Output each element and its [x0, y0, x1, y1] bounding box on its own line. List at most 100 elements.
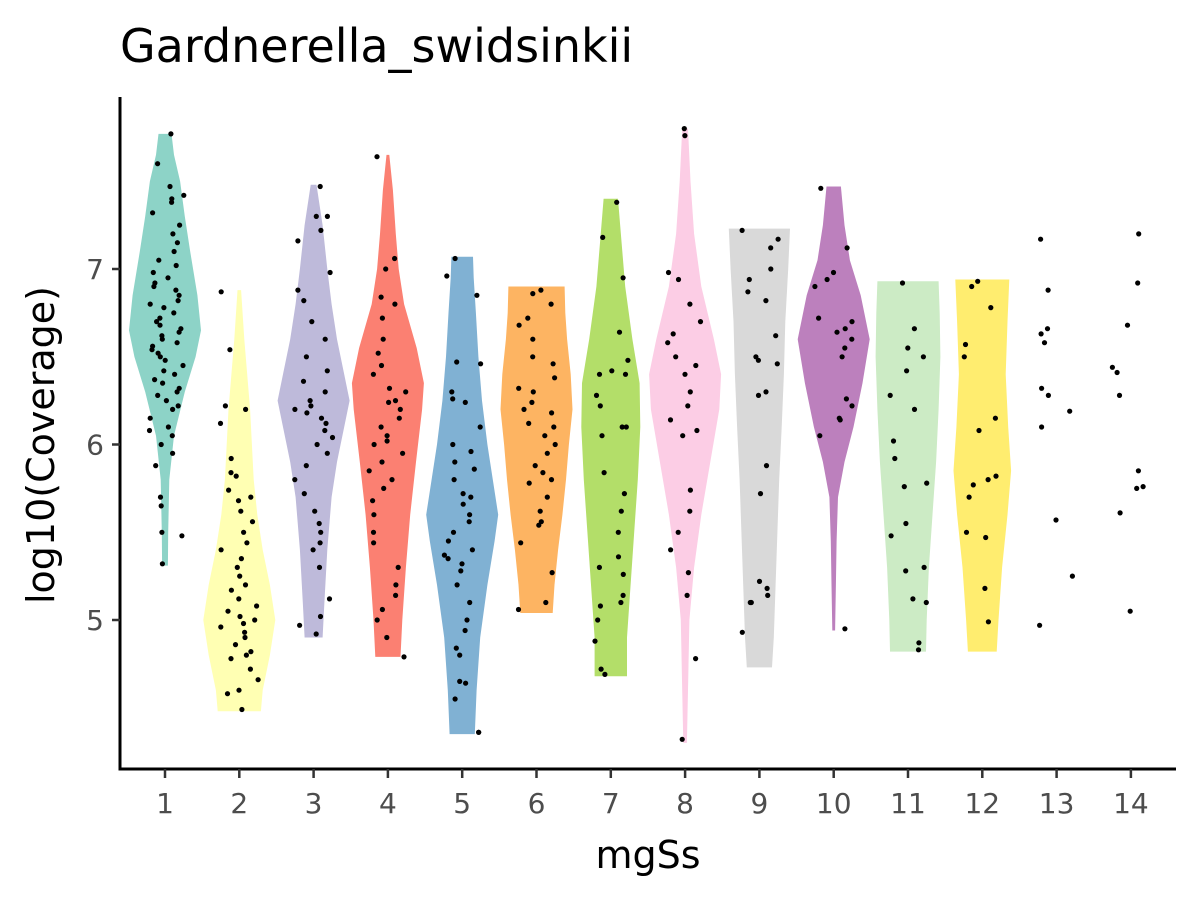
data-point: [384, 433, 390, 439]
data-point: [596, 371, 603, 377]
data-point: [530, 354, 536, 360]
data-point: [757, 491, 764, 497]
data-point: [441, 552, 447, 558]
data-point: [244, 540, 250, 546]
data-point: [157, 315, 163, 321]
data-point: [146, 427, 153, 434]
data-point: [543, 599, 549, 606]
data-point: [175, 403, 181, 409]
data-point: [156, 257, 162, 263]
data-point: [747, 599, 753, 606]
data-point: [1044, 326, 1051, 332]
data-point: [614, 199, 620, 205]
data-point: [682, 371, 688, 377]
data-point: [970, 482, 976, 488]
data-point: [668, 547, 674, 553]
x-tick-label: 4: [379, 787, 397, 820]
data-point: [248, 494, 254, 500]
x-ticks: 1 2 3 4 5 6 7 8 9 10 11 12 13 14: [156, 769, 1149, 820]
data-point: [763, 298, 769, 304]
data-point: [322, 427, 328, 434]
data-point: [1124, 322, 1131, 328]
x-tick-label: 10: [816, 787, 852, 820]
data-point: [910, 596, 916, 602]
data-point: [170, 231, 176, 237]
data-point: [170, 406, 176, 412]
data-point: [452, 696, 458, 702]
data-point: [550, 361, 556, 367]
data-point: [393, 582, 399, 588]
data-point: [381, 485, 387, 491]
data-point: [775, 236, 781, 242]
data-point: [174, 240, 180, 246]
x-tick-label: 6: [528, 787, 546, 820]
data-point: [238, 508, 244, 514]
data-point: [383, 266, 389, 272]
data-point: [464, 617, 470, 623]
data-point: [892, 455, 898, 462]
data-point: [824, 276, 830, 283]
data-point: [923, 599, 929, 606]
data-point: [462, 627, 468, 634]
data-point: [600, 234, 606, 240]
data-point: [218, 624, 224, 630]
data-point: [154, 319, 160, 325]
data-point: [317, 540, 323, 546]
data-point: [370, 371, 376, 377]
data-point: [598, 666, 604, 672]
data-point: [312, 508, 318, 514]
data-point: [395, 564, 401, 571]
data-point: [237, 573, 243, 579]
data-point: [460, 501, 466, 507]
data-point: [536, 522, 542, 528]
data-point: [516, 322, 522, 328]
data-point: [392, 398, 399, 404]
data-point: [318, 529, 324, 535]
data-point: [1039, 424, 1045, 430]
data-point: [234, 564, 240, 571]
data-point: [920, 354, 927, 360]
data-point: [297, 622, 303, 628]
data-point: [310, 547, 316, 553]
data-point: [300, 378, 307, 384]
data-point: [1135, 468, 1141, 474]
data-point: [1116, 392, 1123, 398]
data-point: [450, 396, 456, 402]
data-point: [445, 538, 451, 544]
data-point: [157, 354, 163, 360]
data-point: [181, 192, 187, 198]
data-point: [992, 415, 999, 421]
data-point: [170, 450, 176, 456]
data-point: [548, 301, 554, 307]
data-point: [179, 533, 185, 539]
data-point: [225, 608, 231, 614]
data-point: [681, 126, 687, 132]
data-point: [457, 678, 463, 685]
data-point: [961, 354, 967, 360]
data-point: [765, 592, 771, 599]
data-point: [618, 508, 624, 514]
data-point: [667, 417, 674, 423]
data-point: [680, 433, 686, 439]
data-point: [400, 450, 406, 456]
data-point: [371, 441, 377, 448]
data-point: [323, 420, 329, 426]
x-tick-label: 2: [230, 787, 248, 820]
data-point: [694, 427, 700, 434]
data-point: [295, 287, 301, 293]
data-point: [620, 592, 626, 599]
data-point: [236, 596, 242, 602]
data-point: [901, 484, 907, 490]
x-tick-label: 11: [890, 787, 926, 820]
violin-12: [953, 279, 1012, 652]
data-point: [1067, 408, 1073, 414]
data-point: [1135, 280, 1141, 286]
data-point: [222, 403, 228, 409]
data-point: [516, 385, 522, 391]
data-point: [317, 613, 324, 620]
data-point: [830, 269, 837, 276]
data-point: [1134, 485, 1140, 491]
data-point: [171, 248, 177, 255]
data-point: [317, 183, 323, 190]
data-point: [682, 133, 688, 139]
